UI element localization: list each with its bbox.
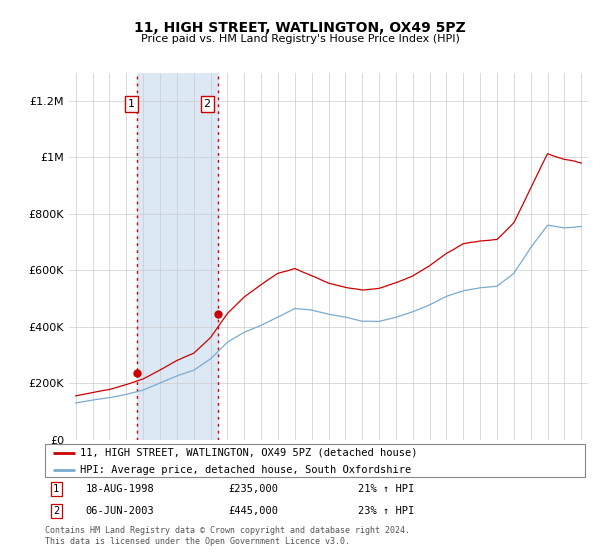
Text: 23% ↑ HPI: 23% ↑ HPI <box>358 506 415 516</box>
Text: 18-AUG-1998: 18-AUG-1998 <box>86 484 154 494</box>
Text: 2: 2 <box>203 99 211 109</box>
Bar <box>137 73 218 440</box>
Text: 21% ↑ HPI: 21% ↑ HPI <box>358 484 415 494</box>
Text: 1: 1 <box>53 484 59 494</box>
Text: 11, HIGH STREET, WATLINGTON, OX49 5PZ: 11, HIGH STREET, WATLINGTON, OX49 5PZ <box>134 21 466 35</box>
Text: 1: 1 <box>128 99 135 109</box>
FancyBboxPatch shape <box>45 444 585 477</box>
Text: Price paid vs. HM Land Registry's House Price Index (HPI): Price paid vs. HM Land Registry's House … <box>140 34 460 44</box>
Text: HPI: Average price, detached house, South Oxfordshire: HPI: Average price, detached house, Sout… <box>80 465 412 475</box>
Text: 11, HIGH STREET, WATLINGTON, OX49 5PZ (detached house): 11, HIGH STREET, WATLINGTON, OX49 5PZ (d… <box>80 447 418 458</box>
Text: £235,000: £235,000 <box>229 484 278 494</box>
Text: £445,000: £445,000 <box>229 506 278 516</box>
Text: 2: 2 <box>53 506 59 516</box>
Text: Contains HM Land Registry data © Crown copyright and database right 2024.
This d: Contains HM Land Registry data © Crown c… <box>45 526 410 546</box>
Text: 06-JUN-2003: 06-JUN-2003 <box>86 506 154 516</box>
